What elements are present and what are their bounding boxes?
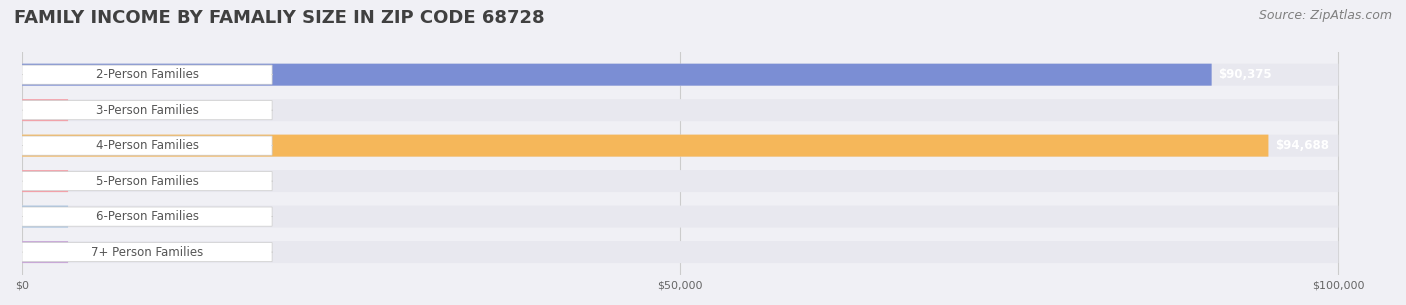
Text: 2-Person Families: 2-Person Families bbox=[96, 68, 198, 81]
Text: 3-Person Families: 3-Person Families bbox=[96, 104, 198, 117]
FancyBboxPatch shape bbox=[22, 170, 1339, 192]
Text: $90,375: $90,375 bbox=[1218, 68, 1272, 81]
FancyBboxPatch shape bbox=[22, 65, 273, 84]
FancyBboxPatch shape bbox=[22, 99, 67, 121]
FancyBboxPatch shape bbox=[22, 136, 273, 155]
Text: 7+ Person Families: 7+ Person Families bbox=[91, 246, 204, 259]
Text: 5-Person Families: 5-Person Families bbox=[96, 174, 198, 188]
Text: $0: $0 bbox=[79, 246, 93, 259]
FancyBboxPatch shape bbox=[22, 207, 273, 226]
FancyBboxPatch shape bbox=[22, 101, 273, 120]
FancyBboxPatch shape bbox=[22, 135, 1339, 157]
Text: $0: $0 bbox=[79, 210, 93, 223]
Text: 6-Person Families: 6-Person Families bbox=[96, 210, 198, 223]
FancyBboxPatch shape bbox=[22, 99, 1339, 121]
Text: FAMILY INCOME BY FAMALIY SIZE IN ZIP CODE 68728: FAMILY INCOME BY FAMALIY SIZE IN ZIP COD… bbox=[14, 9, 544, 27]
Text: $0: $0 bbox=[79, 104, 93, 117]
FancyBboxPatch shape bbox=[22, 135, 1268, 157]
Text: $94,688: $94,688 bbox=[1275, 139, 1329, 152]
FancyBboxPatch shape bbox=[22, 170, 67, 192]
Text: 4-Person Families: 4-Person Families bbox=[96, 139, 198, 152]
FancyBboxPatch shape bbox=[22, 206, 1339, 228]
FancyBboxPatch shape bbox=[22, 241, 1339, 263]
FancyBboxPatch shape bbox=[22, 241, 67, 263]
FancyBboxPatch shape bbox=[22, 242, 273, 262]
FancyBboxPatch shape bbox=[22, 206, 67, 228]
FancyBboxPatch shape bbox=[22, 171, 273, 191]
Text: $0: $0 bbox=[79, 174, 93, 188]
Text: Source: ZipAtlas.com: Source: ZipAtlas.com bbox=[1258, 9, 1392, 22]
FancyBboxPatch shape bbox=[22, 64, 1212, 86]
FancyBboxPatch shape bbox=[22, 64, 1339, 86]
